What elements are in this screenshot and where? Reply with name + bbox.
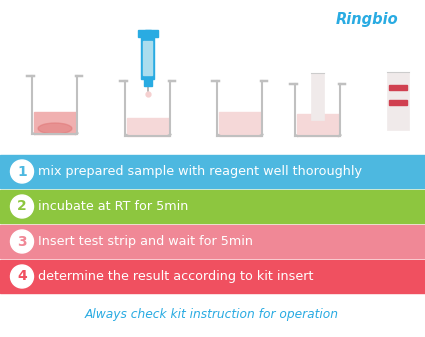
Bar xyxy=(297,84,339,136)
Circle shape xyxy=(11,265,34,288)
Text: Insert test strip and wait for 5min: Insert test strip and wait for 5min xyxy=(38,235,253,248)
Text: Always check kit instruction for operation: Always check kit instruction for operati… xyxy=(85,308,339,321)
Bar xyxy=(0,225,425,258)
Bar xyxy=(387,72,409,130)
Bar xyxy=(34,76,76,134)
Bar xyxy=(145,30,151,39)
Text: determine the result according to kit insert: determine the result according to kit in… xyxy=(38,270,314,283)
Text: Ringbio: Ringbio xyxy=(335,12,398,27)
Bar xyxy=(312,15,325,73)
Circle shape xyxy=(11,160,34,183)
Text: 1: 1 xyxy=(17,164,27,179)
Bar xyxy=(34,112,76,134)
Bar xyxy=(297,114,339,136)
Circle shape xyxy=(11,195,34,218)
Text: mix prepared sample with reagent well thoroughly: mix prepared sample with reagent well th… xyxy=(38,165,362,178)
Bar xyxy=(389,85,407,90)
Bar xyxy=(0,155,425,188)
Bar xyxy=(144,79,152,86)
Bar xyxy=(127,81,169,135)
Circle shape xyxy=(11,230,34,253)
Bar xyxy=(144,41,153,75)
Bar xyxy=(0,190,425,223)
Text: 2: 2 xyxy=(17,200,27,214)
Bar xyxy=(138,30,158,37)
Text: 3: 3 xyxy=(17,235,27,248)
Bar xyxy=(142,37,155,79)
Bar xyxy=(219,112,261,135)
Text: 4: 4 xyxy=(17,270,27,283)
Bar xyxy=(0,260,425,293)
Ellipse shape xyxy=(38,123,72,134)
Bar xyxy=(312,73,325,120)
Bar xyxy=(387,30,409,72)
Bar xyxy=(127,118,169,135)
Bar xyxy=(389,100,407,105)
Bar xyxy=(219,81,261,135)
Text: incubate at RT for 5min: incubate at RT for 5min xyxy=(38,200,188,213)
